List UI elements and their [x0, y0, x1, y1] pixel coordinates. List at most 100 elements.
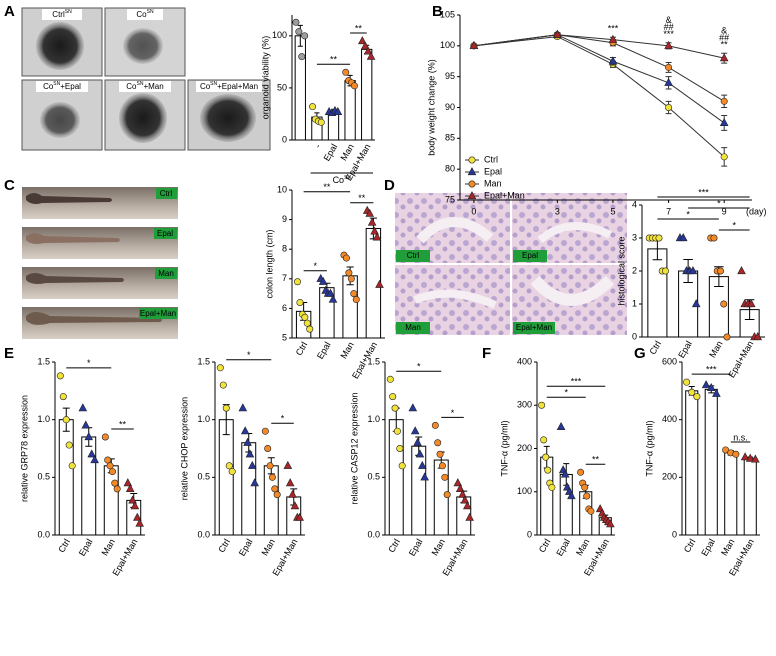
image-label: CtrlSN [52, 9, 72, 19]
y-tick-label: 400 [517, 356, 532, 366]
data-point [358, 36, 367, 45]
data-point [665, 104, 673, 112]
x-tick-label: Epal [699, 537, 717, 558]
significance-label: * [247, 350, 251, 360]
organoid [40, 102, 80, 138]
data-point [720, 153, 728, 161]
data-point [317, 118, 325, 126]
bar [103, 465, 119, 536]
significance-label: *** [698, 187, 709, 197]
data-point [347, 275, 355, 283]
y-tick-label: 1.0 [197, 414, 210, 424]
data-point [87, 449, 97, 458]
data-point [360, 41, 370, 50]
x-tick-label: Man [100, 537, 117, 557]
x-tick-label: 9 [722, 206, 727, 216]
y-tick-label: 50 [277, 82, 287, 92]
bar [704, 388, 718, 536]
label-part: SN [53, 81, 60, 87]
label-tag [155, 268, 177, 279]
significance-label: * [686, 209, 690, 219]
x-tick-label: 0 [471, 206, 476, 216]
y-tick-label: 200 [662, 472, 677, 482]
y-tick-label: 1.5 [367, 356, 380, 366]
significance-label: * [732, 220, 736, 230]
label-part: SN [137, 81, 144, 87]
label-part: SN [65, 9, 72, 15]
y-axis-label: relative CHOP expression [179, 397, 189, 500]
data-point [443, 491, 451, 499]
data-point [365, 208, 375, 217]
legend-marker [468, 156, 476, 164]
data-point [243, 437, 252, 446]
bar [327, 111, 340, 141]
data-point [238, 403, 248, 412]
y-tick-label: 400 [662, 414, 677, 424]
data-point [723, 333, 731, 341]
label-part: Co [126, 82, 137, 91]
x-axis-label: (day) [746, 206, 767, 216]
data-point [688, 266, 698, 275]
organoid [119, 93, 167, 143]
data-point [455, 483, 465, 492]
data-point [65, 441, 73, 449]
y-tick-label: 0.5 [367, 472, 380, 482]
data-point [548, 483, 556, 491]
data-point [458, 489, 467, 498]
y-tick-label: 0 [527, 529, 532, 539]
y-axis-label: TNF-α (pg/ml) [644, 420, 654, 476]
data-point [706, 383, 716, 392]
data-point [104, 456, 112, 464]
x-tick-label: 7 [666, 206, 671, 216]
label-part: Ctrl [52, 10, 65, 19]
x-tick-label: 5 [610, 206, 615, 216]
data-point [540, 436, 548, 444]
y-tick-label: 3 [632, 232, 637, 242]
data-point [285, 478, 295, 487]
x-tick-label: Ctrl [537, 537, 553, 554]
label-part: Co [136, 10, 147, 19]
data-point [556, 421, 566, 430]
data-point [125, 483, 135, 492]
data-point [396, 444, 404, 452]
data-point [751, 454, 760, 463]
legend-marker [468, 180, 476, 188]
data-point [740, 452, 750, 461]
data-point [577, 468, 585, 476]
data-point [746, 299, 756, 308]
data-point [431, 421, 439, 429]
x-tick-label: Man [574, 537, 591, 557]
data-point [693, 393, 701, 401]
bar [647, 248, 668, 338]
panel-label: A [4, 3, 15, 20]
label-tag [396, 250, 430, 262]
data-point [542, 453, 550, 461]
data-point [745, 453, 755, 462]
x-tick-label: Epal [77, 537, 95, 558]
colon [26, 193, 112, 204]
organoid-images: CtrlSN CoSN CoSN+Epal CoSN+Man CoSN+Epal… [21, 7, 271, 151]
data-point [108, 468, 116, 476]
group-label-part: Co [333, 175, 345, 185]
data-point [710, 234, 718, 242]
y-tick-label: 105 [440, 9, 455, 19]
data-point [266, 462, 274, 470]
label-tag [396, 322, 430, 334]
data-point [228, 468, 236, 476]
data-point [225, 462, 233, 470]
data-point [318, 276, 328, 285]
data-point [583, 492, 591, 500]
legend-label: Ctrl [484, 154, 498, 164]
y-axis-label: TNF-α (pg/ml) [499, 420, 509, 476]
data-point [301, 313, 309, 321]
data-point [306, 325, 314, 333]
label-part: +Man [143, 82, 163, 91]
legend-label: Epal+Man [484, 190, 525, 200]
data-point [413, 437, 422, 446]
group-label-part: SN [344, 175, 351, 181]
data-point [350, 82, 358, 90]
y-tick-label: 85 [445, 133, 455, 143]
data-point [665, 63, 673, 71]
photo [22, 187, 178, 219]
y-tick-label: 1.5 [197, 356, 210, 366]
